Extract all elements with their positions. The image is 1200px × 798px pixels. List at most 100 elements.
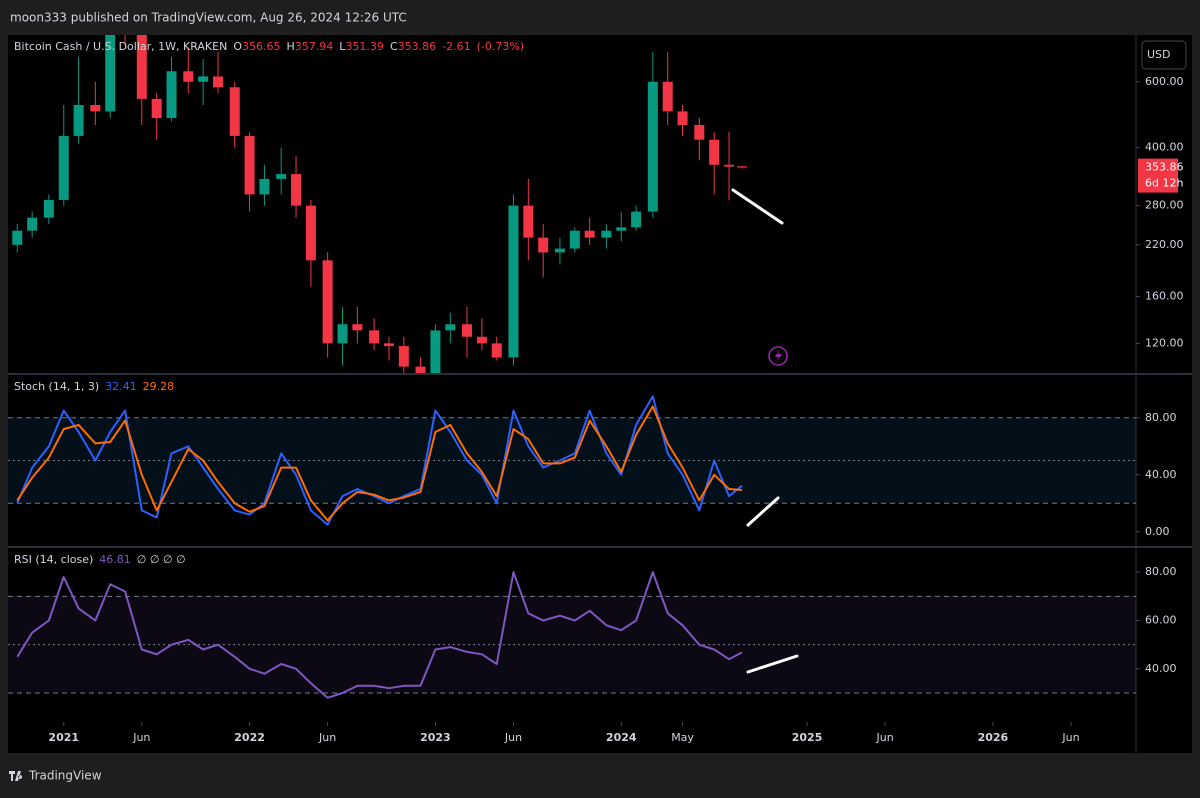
candle-body [305,205,316,261]
x-tick-label: Jun [318,731,336,744]
band-fill [8,417,1136,504]
legend-value: 29.28 [143,380,175,393]
y-tick-label: 60.00 [1145,614,1177,627]
candle-body [508,205,519,358]
panel [8,395,1136,526]
legend-title: Bitcoin Cash / U.S. Dollar, 1W, KRAKEN [14,40,227,53]
y-tick-label: 0.00 [1145,525,1170,538]
candle-body [229,87,240,136]
y-tick-label: 40.00 [1145,662,1177,675]
y-tick-label: 400.00 [1145,141,1184,154]
candle-body [569,230,580,249]
candle-body [584,230,595,238]
x-tick-label: Jun [876,731,894,744]
candle-body [462,324,473,337]
legend-placeholders: ∅ ∅ ∅ ∅ [137,553,186,566]
candle-body [58,135,69,200]
candle-body [198,76,209,82]
price-tag [1138,158,1178,193]
currency[interactable]: USD [1147,48,1171,61]
candle-body [369,330,380,344]
series-line [16,405,743,522]
candle-body [166,71,177,119]
candle-body [709,139,720,165]
legend-value: 351.39 [345,40,384,53]
currency-box[interactable] [1141,40,1187,70]
x-tick-label: Jun [132,731,150,744]
candle-body [631,211,642,228]
legend-title: Stoch (14, 1, 3) [14,380,99,393]
trendline [746,496,780,527]
candle-body [445,324,456,331]
alert-bolt [775,349,782,363]
candle-body [337,324,348,344]
candle-body [647,81,658,212]
legend-letter: C [390,40,398,53]
candle-body [383,343,394,347]
trendline [731,188,784,225]
candle-body [737,166,748,168]
candle-body [322,260,333,344]
y-tick-label: 80.00 [1145,565,1177,578]
legend-value: 32.41 [105,380,137,393]
x-tick-label: Jun [1061,731,1079,744]
legend-value: 356.65 [242,40,281,53]
chart-area [8,35,1192,753]
y-tick-label: 600.00 [1145,75,1184,88]
legend-letter: L [339,40,346,53]
candle-body [352,324,363,331]
legend-letter: O [233,40,242,53]
legend-title: RSI (14, close) [14,553,93,566]
candle-body [27,217,38,231]
legend-change: -2.61 [442,40,470,53]
band-fill [8,596,1136,693]
candle-body [677,111,688,125]
y-tick-label: 40.00 [1145,468,1177,481]
candle-body [212,76,223,88]
candle-body [616,227,627,231]
candle-body [662,81,673,112]
candle-body [183,71,194,82]
candle-body [523,205,534,238]
x-tick-label: 2026 [978,731,1009,744]
candle-body [415,366,426,373]
candle-body [538,237,549,253]
candle-body [430,330,441,373]
candle-body [12,230,23,245]
candle-body [476,336,487,344]
candle-body [43,199,54,218]
legend-value: 353.86 [398,40,437,53]
x-tick-label: 2023 [420,731,451,744]
y-tick-label: 280.00 [1145,199,1184,212]
candle-body [491,343,502,358]
y-tick-label: 80.00 [1145,411,1177,424]
candle-body [73,105,84,136]
legend-change-pct: (-0.73%) [477,40,525,53]
publisher: moon333 published on TradingView.com, Au… [10,11,407,25]
x-tick-label: Jun [504,731,522,744]
y-tick-label: 220.00 [1145,238,1184,251]
y-tick-label: 120.00 [1145,336,1184,349]
candle-body [694,124,705,140]
footer-brand: TradingView [28,769,102,783]
legend-value: 357.94 [295,40,334,53]
x-tick-label: May [671,731,694,744]
series-line [16,571,743,699]
x-tick-label: 2021 [48,731,79,744]
candle-body [398,346,409,367]
candle-body [136,35,147,99]
legend-value: 46.81 [99,553,131,566]
candle-body [724,164,735,167]
panel [12,35,748,373]
candle-body [105,35,116,112]
candle-body [151,98,162,119]
alert-icon[interactable] [768,346,788,366]
y-tick-label: 160.00 [1145,290,1184,303]
candle-body [601,230,612,238]
trendline [746,654,799,674]
legend-letter: H [287,40,295,53]
candle-body [259,178,270,195]
candle-body [90,105,101,112]
x-tick-label: 2022 [234,731,265,744]
